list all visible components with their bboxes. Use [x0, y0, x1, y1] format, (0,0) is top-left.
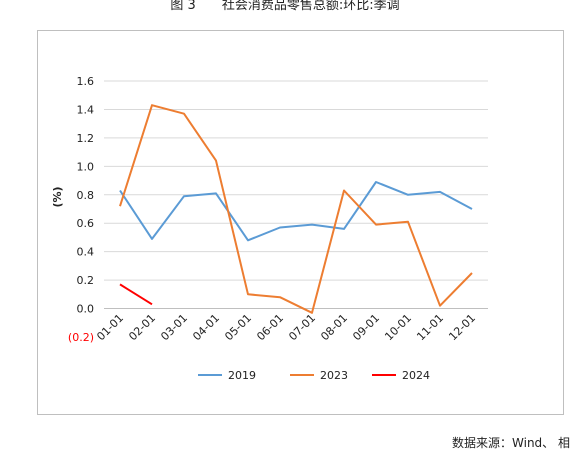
- y-tick-label: (0.2): [68, 331, 94, 344]
- x-tick-label: 11-01: [414, 311, 446, 343]
- series-line-2019: [119, 181, 473, 242]
- y-tick-label: 0.4: [77, 246, 95, 259]
- figure-title-text: 社会消费品零售总额:环比:季调: [221, 0, 400, 13]
- y-tick-label: 1.6: [77, 75, 95, 88]
- x-tick-label: 06-01: [254, 311, 286, 343]
- y-tick-label: 0.2: [77, 274, 95, 287]
- y-tick-label: 1.0: [77, 160, 95, 173]
- chart-frame: [37, 30, 564, 415]
- x-tick-label: 01-01: [94, 311, 126, 343]
- legend-label-2024: 2024: [402, 369, 430, 382]
- data-source-note: 数据来源：Wind、 相: [452, 436, 570, 450]
- x-tick-label: 05-01: [222, 311, 254, 343]
- x-tick-label: 08-01: [318, 311, 350, 343]
- y-tick-label: 0.0: [77, 303, 95, 316]
- figure-number: 图 3: [170, 0, 196, 13]
- legend-label-2019: 2019: [228, 369, 256, 382]
- y-tick-label: 0.8: [77, 189, 95, 202]
- legend-label-2023: 2023: [320, 369, 348, 382]
- x-tick-label: 12-01: [446, 311, 478, 343]
- series-line-2023: [119, 104, 473, 314]
- y-tick-label: 1.2: [77, 132, 95, 145]
- y-axis-title: (%): [51, 186, 64, 207]
- x-tick-label: 03-01: [158, 311, 190, 343]
- y-tick-label: 0.6: [77, 217, 95, 230]
- series-line-2024: [119, 283, 153, 306]
- x-tick-label: 07-01: [286, 311, 318, 343]
- y-tick-label: 1.4: [77, 103, 95, 116]
- x-tick-label: 10-01: [382, 311, 414, 343]
- x-tick-label: 09-01: [350, 311, 382, 343]
- figure-title: 图 3 社会消费品零售总额:环比:季调: [0, 0, 570, 13]
- x-tick-label: 04-01: [190, 311, 222, 343]
- x-tick-label: 02-01: [126, 311, 158, 343]
